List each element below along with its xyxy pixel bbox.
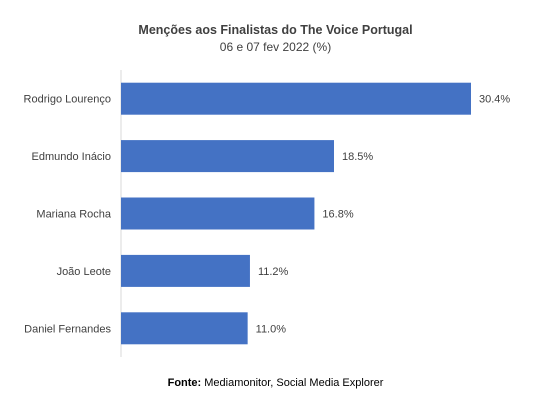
category-label-5: Daniel Fernandes xyxy=(24,323,111,335)
chart-title: Menções aos Finalistas do The Voice Port… xyxy=(138,23,413,37)
bar-chart: Rodrigo Lourenço 30.4% Edmundo Inácio 18.5%… xyxy=(24,70,510,357)
bar-3 xyxy=(121,197,315,230)
category-label-1: Rodrigo Lourenço xyxy=(24,94,111,106)
value-label-4: 11.2% xyxy=(258,266,289,278)
value-label-2: 18.5% xyxy=(342,151,373,163)
value-label-5: 11.0% xyxy=(256,323,287,335)
bar-1 xyxy=(121,82,471,115)
chart-subtitle: 06 e 07 fev 2022 (%) xyxy=(219,40,332,54)
category-label-4: João Leote xyxy=(57,266,111,278)
bar-5 xyxy=(121,312,248,345)
source-note: Fonte: Mediamonitor, Social Media Explor… xyxy=(0,377,551,389)
bar-2 xyxy=(121,140,334,173)
source-label: Fonte: xyxy=(167,377,202,389)
bar-4 xyxy=(121,254,250,287)
category-label-3: Mariana Rocha xyxy=(36,209,111,221)
category-label-2: Edmundo Inácio xyxy=(32,151,112,163)
source-text: Mediamonitor, Social Media Explorer xyxy=(201,377,384,389)
value-label-1: 30.4% xyxy=(479,94,510,106)
value-label-3: 16.8% xyxy=(322,209,353,221)
